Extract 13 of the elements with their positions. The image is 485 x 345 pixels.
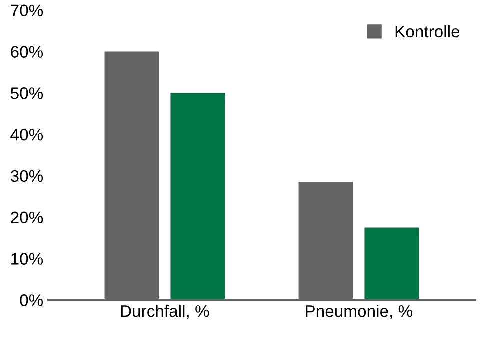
y-tick-label: 10%: [12, 253, 44, 265]
y-tick-label: 30%: [10, 170, 44, 182]
y-tick-label: 0%: [20, 294, 44, 306]
legend-label: Kontrolle: [396, 25, 460, 38]
x-tick-label: Durchfall, %: [121, 305, 210, 320]
y-tick-label: 20%: [11, 212, 44, 224]
bar: [364, 228, 420, 300]
bar: [170, 93, 226, 300]
y-tick-label: 40%: [10, 128, 44, 141]
y-tick-label: 70%: [11, 4, 44, 17]
y-tick-label: 50%: [10, 88, 44, 100]
y-tick-label: 60%: [11, 46, 44, 58]
x-tick-label: Pneumonie, %: [306, 305, 413, 320]
